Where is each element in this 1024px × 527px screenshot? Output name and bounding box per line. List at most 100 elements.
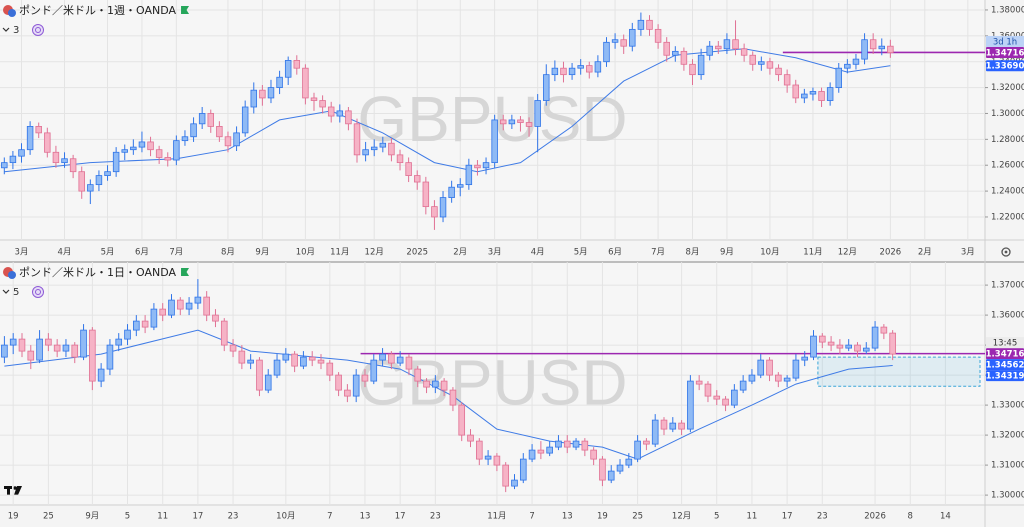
candle-body	[198, 113, 206, 125]
candle-body	[44, 132, 51, 153]
candle-body	[611, 39, 619, 43]
candle-body	[826, 87, 834, 101]
x-tick-label: 7月	[651, 248, 665, 258]
x-tick-label: 23	[430, 512, 441, 522]
y-tick-label: 1.28000	[991, 135, 1024, 145]
x-tick-label: 23	[228, 512, 239, 522]
candle-body	[508, 119, 516, 125]
candle-body	[625, 458, 633, 466]
candle-body	[852, 58, 860, 65]
x-tick-label: 19	[597, 512, 608, 522]
candle-body	[448, 186, 455, 198]
x-tick-label: 14	[940, 512, 951, 522]
candle-body	[264, 374, 272, 391]
candle-body	[643, 440, 650, 445]
candle-body	[854, 344, 861, 352]
daily-pane	[0, 262, 985, 505]
candle-body	[422, 181, 430, 208]
x-tick-label: 9月	[720, 248, 734, 258]
candle-body	[336, 110, 344, 117]
candle-body	[697, 54, 705, 76]
candle-body	[836, 344, 844, 349]
candle-body	[517, 119, 524, 123]
x-tick-label: 11月	[803, 248, 822, 258]
candle-body	[352, 374, 360, 397]
candle-body	[168, 299, 175, 316]
candle-body	[176, 299, 184, 310]
candle-body	[9, 338, 17, 346]
candle-body	[502, 464, 509, 487]
x-tick-label: 12月	[672, 512, 691, 522]
candle-body	[9, 155, 17, 164]
candle-body	[474, 164, 481, 169]
candle-body	[500, 119, 507, 125]
x-tick-label: 11月	[330, 248, 349, 258]
candle-body	[302, 67, 309, 99]
candle-body	[130, 146, 137, 151]
candle-body	[563, 440, 571, 448]
candle-body	[878, 45, 886, 50]
candle-body	[801, 356, 809, 361]
x-tick-label: 4月	[58, 248, 72, 258]
candle-body	[256, 359, 263, 391]
price-label-bg	[986, 348, 1024, 360]
candle-body	[757, 359, 765, 376]
flag-icon	[181, 6, 190, 14]
candle-body	[45, 338, 52, 346]
x-tick-label: 7	[529, 512, 534, 522]
candle-body	[862, 347, 870, 352]
x-tick-label: 25	[632, 512, 643, 522]
candle-body	[654, 28, 662, 43]
indicator-icon	[35, 289, 41, 295]
candle-body	[887, 45, 894, 54]
candle-body	[783, 377, 791, 382]
candle-body	[423, 380, 430, 388]
candle-body	[89, 329, 96, 382]
candle-body	[241, 106, 249, 134]
candle-body	[871, 326, 879, 349]
y-tick-label: 1.30000	[991, 109, 1024, 119]
candle-body	[680, 50, 688, 65]
candle-body	[704, 383, 712, 397]
candle-body	[405, 356, 413, 370]
x-tick-label: 17	[395, 512, 406, 522]
candle-body	[106, 344, 114, 370]
candle-body	[80, 329, 87, 358]
candle-body	[449, 389, 457, 406]
candle-body	[344, 389, 351, 397]
settings-icon[interactable]	[1004, 250, 1008, 254]
candle-body	[869, 39, 877, 50]
candle-body	[121, 149, 128, 153]
x-tick-label: 8月	[221, 248, 235, 258]
collapse-chevron	[2, 289, 10, 294]
candle-body	[467, 434, 474, 442]
x-tick-label: 19	[8, 512, 19, 522]
x-tick-label: 7	[327, 512, 332, 522]
candle-body	[801, 93, 808, 99]
settings-icon[interactable]	[1001, 247, 1011, 257]
candle-body	[36, 338, 43, 361]
candle-body	[792, 359, 800, 379]
candle-body	[396, 356, 404, 364]
candle-body	[1, 162, 8, 169]
candle-body	[458, 404, 466, 436]
candle-body	[491, 119, 498, 164]
flag-icon	[181, 268, 190, 276]
candle-body	[603, 41, 610, 63]
x-tick-label: 5月	[574, 248, 588, 258]
candle-body	[335, 374, 342, 391]
candle-body	[282, 353, 290, 361]
candle-body	[678, 422, 685, 430]
y-tick-label: 1.38000	[991, 5, 1024, 15]
candle-body	[465, 164, 473, 186]
candle-body	[432, 380, 439, 388]
candle-body	[519, 458, 527, 481]
y-tick-label: 1.24000	[991, 187, 1024, 197]
candle-body	[159, 308, 167, 316]
price-label: 1.34716	[986, 350, 1024, 360]
candle-body	[722, 398, 729, 406]
countdown: 3d 1h	[993, 37, 1017, 47]
candle-body	[766, 359, 773, 376]
candle-body	[732, 39, 739, 50]
